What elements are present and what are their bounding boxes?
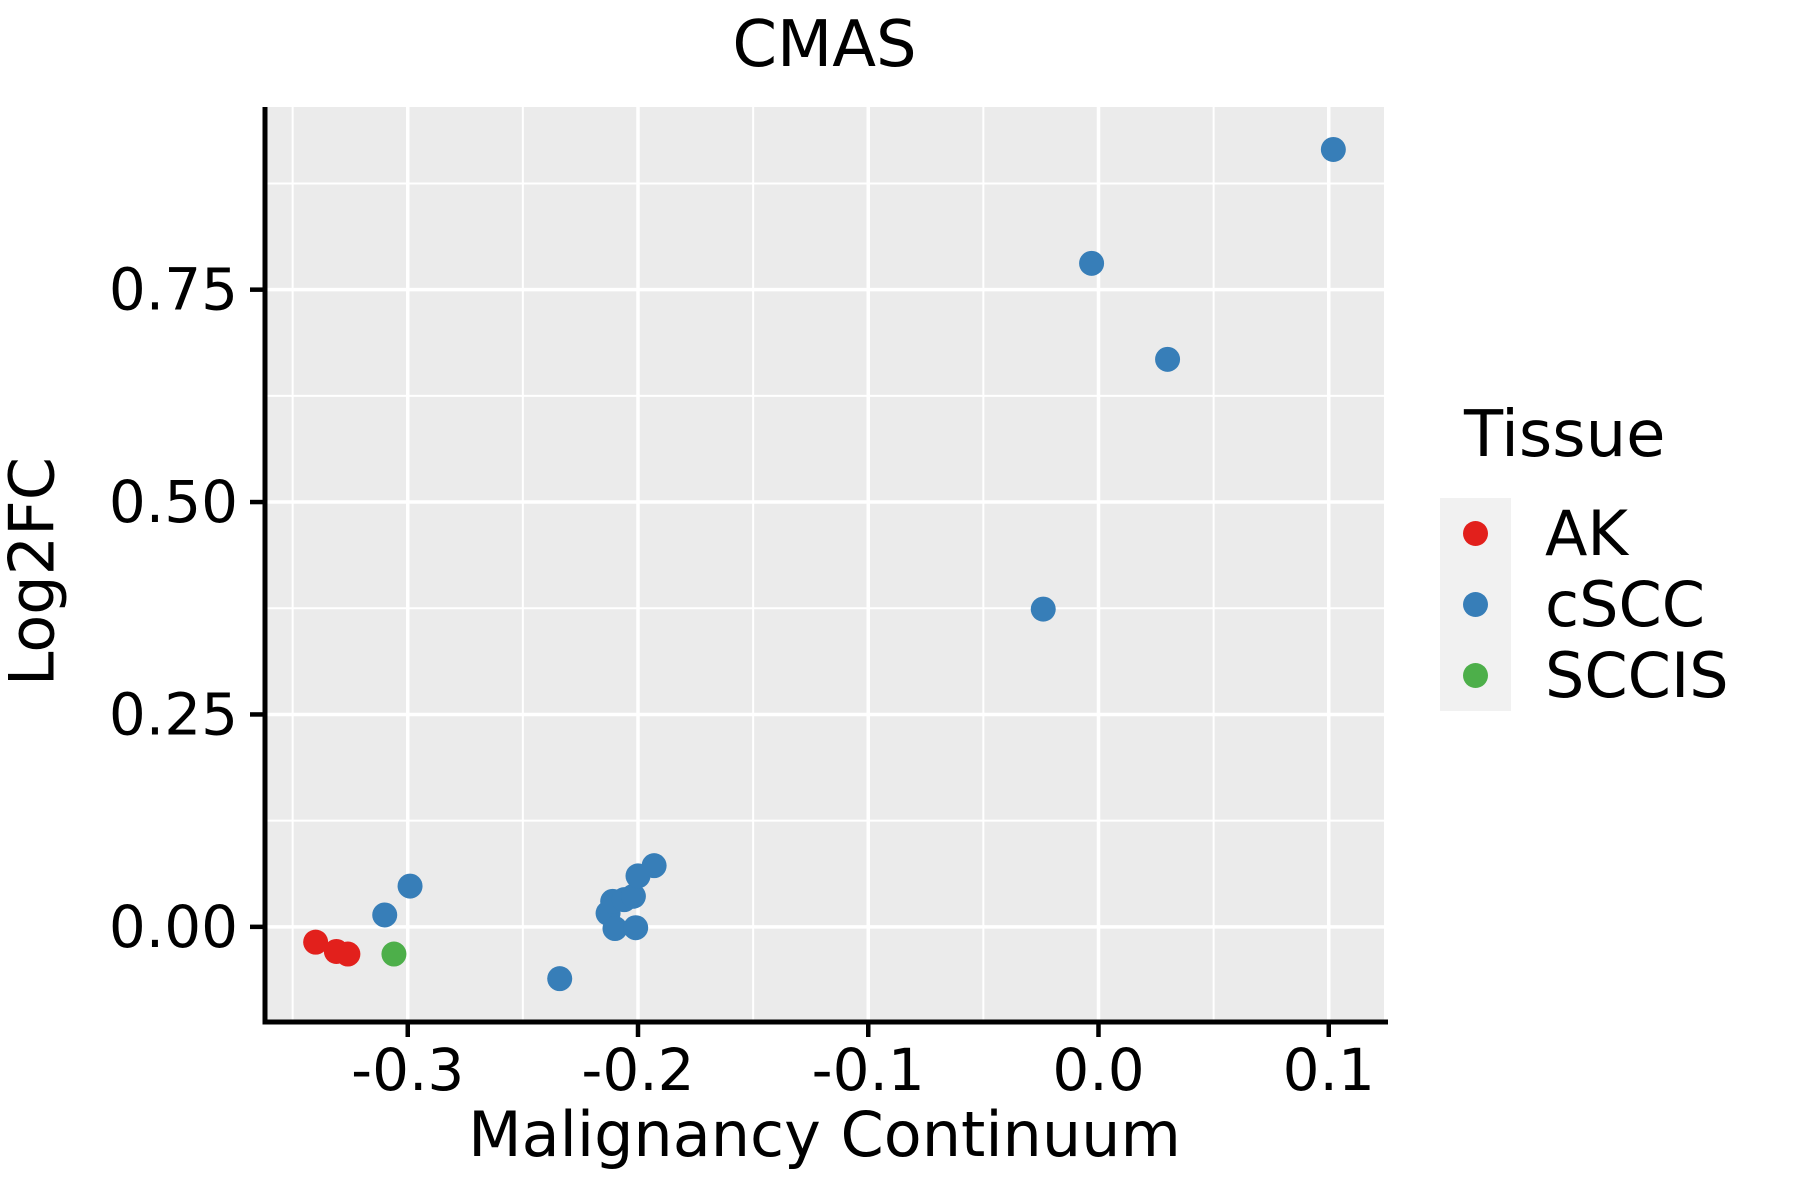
data-point-AK[interactable] <box>335 941 361 967</box>
legend-label: AK <box>1545 497 1629 570</box>
legend-label: SCCIS <box>1545 639 1729 712</box>
y-tick-label: 0.75 <box>109 256 238 324</box>
y-tick-label: 0.50 <box>109 468 238 536</box>
data-point-cSCC[interactable] <box>547 966 573 992</box>
x-tick-label: -0.3 <box>351 1036 464 1104</box>
legend-title: Tissue <box>1464 398 1666 472</box>
legend-item-AK: AK <box>1440 498 1800 569</box>
data-point-cSCC[interactable] <box>641 853 667 879</box>
legend-item-cSCC: cSCC <box>1440 569 1800 640</box>
data-point-cSCC[interactable] <box>1155 346 1181 372</box>
data-point-AK[interactable] <box>303 929 329 955</box>
x-tick-label: -0.1 <box>812 1036 925 1104</box>
data-point-cSCC[interactable] <box>623 915 649 941</box>
legend-items: AK cSCC SCCIS <box>1440 498 1800 711</box>
data-point-cSCC[interactable] <box>397 873 423 899</box>
y-tick-label: 0.00 <box>109 893 238 961</box>
legend-label: cSCC <box>1545 568 1706 641</box>
panel-background <box>265 107 1384 1022</box>
y-tick-label: 0.25 <box>109 680 238 748</box>
data-point-cSCC[interactable] <box>602 916 628 942</box>
legend-dot-icon <box>1463 663 1488 688</box>
data-point-cSCC[interactable] <box>1030 596 1056 622</box>
data-point-cSCC[interactable] <box>1079 250 1105 276</box>
y-axis-title: Log2FC <box>0 456 69 687</box>
legend-item-SCCIS: SCCIS <box>1440 640 1800 711</box>
legend-key <box>1440 640 1511 711</box>
legend-key <box>1440 498 1511 569</box>
x-tick-label: 0.1 <box>1283 1036 1375 1104</box>
x-tick-label: 0.0 <box>1052 1036 1144 1104</box>
chart-title: CMAS <box>732 8 917 82</box>
legend-key <box>1440 569 1511 640</box>
legend-dot-icon <box>1463 592 1488 617</box>
x-tick-label: -0.2 <box>581 1036 694 1104</box>
x-axis-title: Malignancy Continuum <box>468 1098 1181 1171</box>
data-point-cSCC[interactable] <box>620 883 646 909</box>
legend: Tissue AK cSCC SCCIS <box>1440 398 1800 711</box>
data-point-SCCIS[interactable] <box>381 941 407 967</box>
legend-dot-icon <box>1463 521 1488 546</box>
data-point-cSCC[interactable] <box>1320 136 1346 162</box>
data-point-cSCC[interactable] <box>372 902 398 928</box>
